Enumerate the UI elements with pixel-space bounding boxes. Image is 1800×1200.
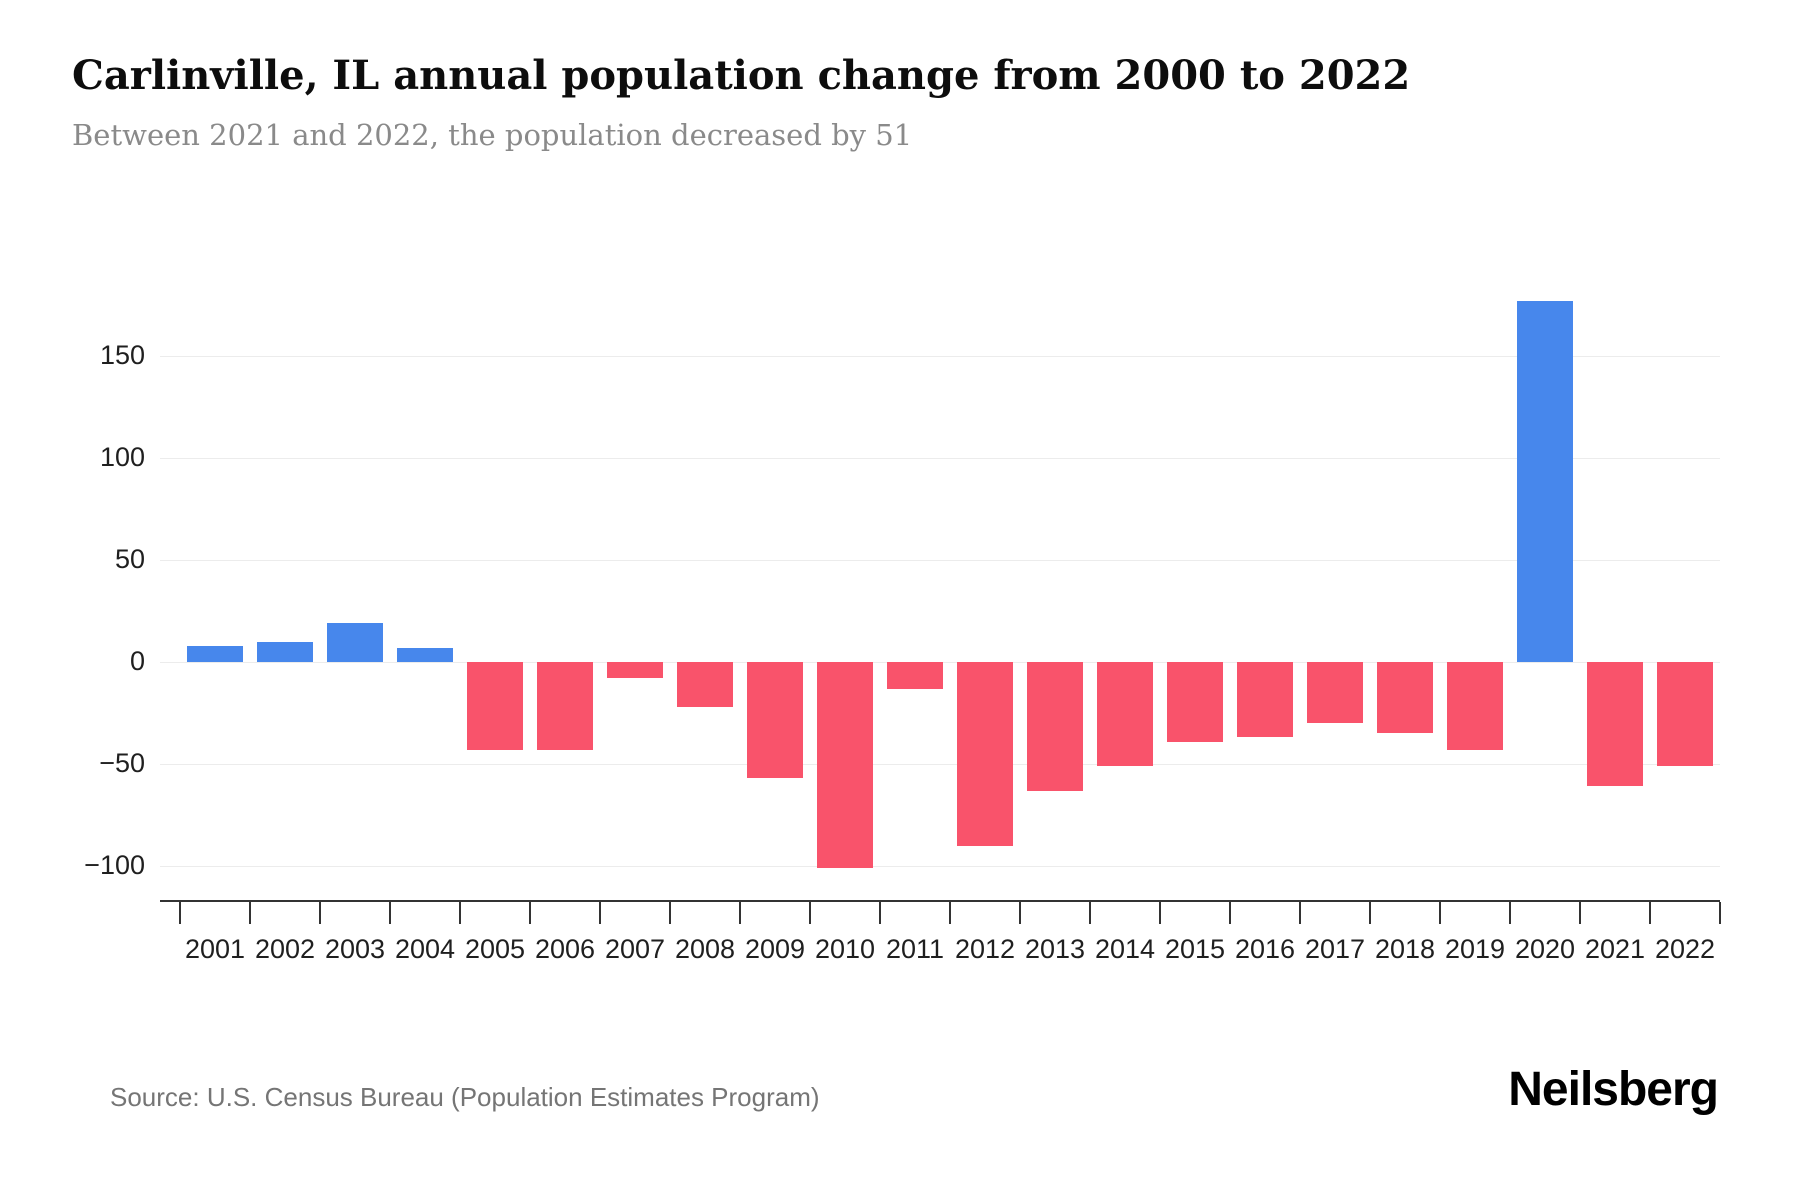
x-axis-tick — [1719, 902, 1721, 924]
x-axis-label-2012: 2012 — [954, 934, 1016, 964]
bar-2006[interactable] — [537, 662, 593, 750]
bar-2017[interactable] — [1307, 662, 1363, 724]
gridline-50 — [160, 559, 1720, 561]
chart-subtitle: Between 2021 and 2022, the population de… — [72, 118, 913, 152]
x-axis-tick — [459, 902, 461, 924]
x-axis-tick — [739, 902, 741, 924]
bar-2012[interactable] — [957, 662, 1013, 846]
bar-2013[interactable] — [1027, 662, 1083, 791]
bar-2007[interactable] — [607, 662, 663, 679]
x-axis-label-2017: 2017 — [1304, 934, 1366, 964]
x-axis-tick — [1159, 902, 1161, 924]
x-axis-label-2014: 2014 — [1094, 934, 1156, 964]
x-axis-label-2013: 2013 — [1024, 934, 1086, 964]
x-axis-tick — [529, 902, 531, 924]
y-axis-label: 0 — [129, 646, 145, 676]
x-axis-tick — [1019, 902, 1021, 924]
y-axis-label: 100 — [99, 442, 145, 472]
x-axis-label-2005: 2005 — [464, 934, 526, 964]
bar-2020[interactable] — [1517, 300, 1573, 662]
x-axis-label-2003: 2003 — [324, 934, 386, 964]
bar-2014[interactable] — [1097, 662, 1153, 767]
y-axis-label: −50 — [99, 748, 145, 778]
x-axis-tick — [1229, 902, 1231, 924]
x-axis-label-2015: 2015 — [1164, 934, 1226, 964]
y-axis-label: 50 — [114, 544, 145, 574]
x-axis-label-2008: 2008 — [674, 934, 736, 964]
x-axis-label-2020: 2020 — [1514, 934, 1576, 964]
x-axis-tick — [1649, 902, 1651, 924]
x-axis-tick — [1509, 902, 1511, 924]
y-axis-label: −100 — [84, 850, 145, 880]
x-axis-tick — [1579, 902, 1581, 924]
bar-2011[interactable] — [887, 662, 943, 689]
x-axis-tick — [179, 902, 181, 924]
gridline-100 — [160, 457, 1720, 459]
x-axis-label-2019: 2019 — [1444, 934, 1506, 964]
bar-2001[interactable] — [187, 645, 243, 662]
bar-2015[interactable] — [1167, 662, 1223, 742]
x-axis-label-2001: 2001 — [184, 934, 246, 964]
x-axis-label-2022: 2022 — [1654, 934, 1716, 964]
x-axis-tick — [669, 902, 671, 924]
x-axis-tick — [1369, 902, 1371, 924]
gridline--100 — [160, 865, 1720, 867]
x-axis-tick — [249, 902, 251, 924]
bar-2010[interactable] — [817, 662, 873, 869]
x-axis-tick — [1439, 902, 1441, 924]
brand-logo[interactable]: Neilsberg — [1508, 1063, 1719, 1116]
source-note: Source: U.S. Census Bureau (Population E… — [110, 1082, 820, 1112]
x-axis-tick — [879, 902, 881, 924]
chart-title: Carlinville, IL annual population change… — [72, 52, 1411, 99]
bar-2018[interactable] — [1377, 662, 1433, 734]
x-axis-label-2016: 2016 — [1234, 934, 1296, 964]
x-axis-label-2009: 2009 — [744, 934, 806, 964]
x-axis-label-2006: 2006 — [534, 934, 596, 964]
x-axis-label-2007: 2007 — [604, 934, 666, 964]
x-axis-tick — [1089, 902, 1091, 924]
bar-2008[interactable] — [677, 662, 733, 707]
bar-2019[interactable] — [1447, 662, 1503, 750]
x-axis-label-2011: 2011 — [885, 934, 945, 964]
bar-2022[interactable] — [1657, 662, 1713, 767]
bar-2003[interactable] — [327, 623, 383, 662]
x-axis-label-2004: 2004 — [394, 934, 456, 964]
x-axis-tick — [389, 902, 391, 924]
x-axis-tick — [319, 902, 321, 924]
bar-2016[interactable] — [1237, 662, 1293, 738]
y-axis-label: 150 — [99, 340, 145, 370]
x-axis-label-2002: 2002 — [254, 934, 316, 964]
x-axis-label-2010: 2010 — [814, 934, 876, 964]
bar-2004[interactable] — [397, 647, 453, 662]
x-axis-tick — [949, 902, 951, 924]
x-axis-tick — [809, 902, 811, 924]
bar-2021[interactable] — [1587, 662, 1643, 787]
gridline--50 — [160, 763, 1720, 765]
x-axis-tick — [1299, 902, 1301, 924]
x-axis-tick — [599, 902, 601, 924]
bar-2005[interactable] — [467, 662, 523, 750]
bar-2009[interactable] — [747, 662, 803, 779]
x-axis-label-2018: 2018 — [1374, 934, 1436, 964]
gridline-150 — [160, 355, 1720, 357]
bar-2002[interactable] — [257, 641, 313, 662]
x-axis-line — [160, 900, 1720, 902]
x-axis-label-2021: 2021 — [1584, 934, 1646, 964]
